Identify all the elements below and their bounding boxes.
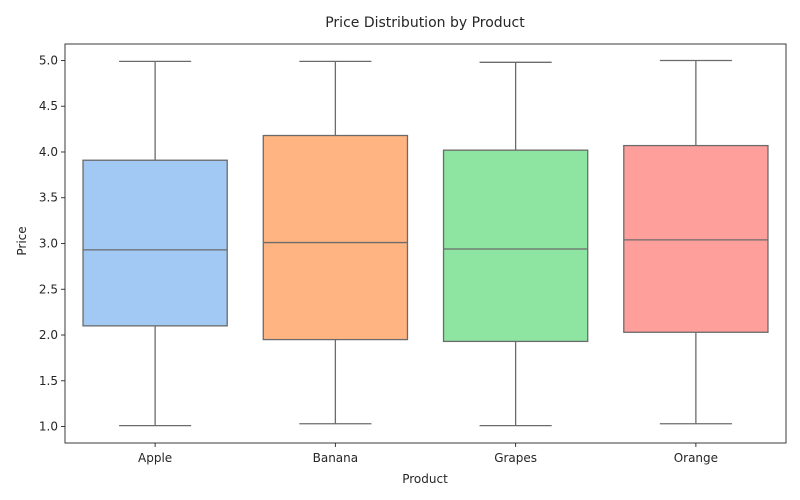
y-tick-label: 3.0	[39, 237, 58, 251]
banana-box	[262, 134, 409, 341]
grapes-box	[442, 149, 589, 343]
y-tick-label: 5.0	[39, 53, 58, 67]
x-tick-label-apple: Apple	[138, 451, 172, 465]
chart-title: Price Distribution by Product	[325, 15, 525, 31]
y-tick-label: 3.5	[39, 191, 58, 205]
y-tick-label: 1.5	[39, 374, 58, 388]
x-axis-label: Product	[402, 472, 448, 486]
y-tick-label: 4.0	[39, 145, 58, 159]
y-axis-label: Price	[15, 226, 29, 255]
apple-box	[82, 159, 228, 327]
orange-box	[623, 144, 769, 333]
x-tick-label-orange: Orange	[674, 451, 718, 465]
plot-area: 1.0 1.5 2.0 2.5 3.0 3.5 4.0 4.5 5.0 Apple Banana Gr…	[39, 43, 787, 465]
x-tick-label-grapes: Grapes	[494, 451, 537, 465]
y-tick-label: 4.5	[39, 99, 58, 113]
x-tick-label-banana: Banana	[313, 451, 359, 465]
y-tick-label: 2.5	[39, 282, 58, 296]
y-tick-label: 2.0	[39, 328, 58, 342]
y-tick-label: 1.0	[39, 420, 58, 434]
